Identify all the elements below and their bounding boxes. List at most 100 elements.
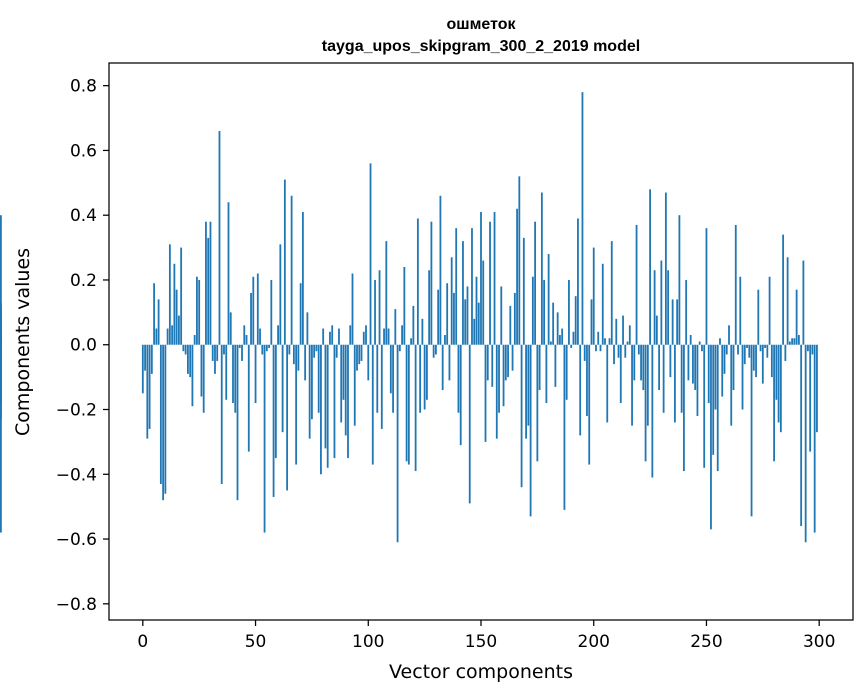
y-axis-ticks: −0.8 −0.6 −0.4 −0.2 0.0 0.2 0.4 0.6 0.8	[56, 77, 109, 615]
bar-298	[813, 344, 816, 533]
bar-69	[297, 344, 300, 371]
bar-256	[719, 338, 721, 345]
bar-24	[196, 276, 198, 345]
bar-231	[662, 344, 665, 413]
bar-76	[313, 344, 316, 358]
bar-292	[800, 344, 803, 527]
bar-296	[809, 344, 812, 452]
bar-161	[504, 344, 507, 381]
bar-284	[782, 234, 785, 345]
bar-131	[437, 289, 440, 345]
bar-7	[157, 299, 160, 345]
bar-96	[358, 344, 361, 365]
bar-189	[568, 279, 570, 345]
bar-190	[570, 344, 573, 348]
bar-195	[581, 92, 584, 345]
bar-183	[554, 344, 557, 387]
bar-58	[272, 344, 275, 497]
bar-60	[277, 325, 279, 345]
bar-78	[317, 344, 320, 413]
bar-196	[583, 344, 586, 361]
bar-118	[407, 344, 410, 465]
bar-12	[168, 244, 171, 345]
bar-142	[462, 241, 464, 345]
bar-66	[290, 195, 293, 345]
bar-151	[482, 260, 485, 345]
bar-176	[538, 344, 541, 391]
bar-153	[486, 344, 489, 381]
bar-16	[177, 315, 180, 345]
y-tick-label: 0.8	[70, 77, 97, 97]
bar-105	[378, 270, 381, 345]
bar-293	[802, 260, 805, 345]
bar-164	[511, 344, 514, 371]
bar-103	[374, 279, 376, 345]
bar-237	[676, 299, 679, 345]
y-axis-label: Components values	[12, 248, 34, 436]
y-tick-label: −0.2	[56, 401, 97, 421]
bar-124	[421, 318, 424, 345]
bar-244	[692, 344, 694, 384]
bar-182	[552, 302, 555, 345]
bar-242	[687, 344, 690, 381]
bar-82	[326, 344, 329, 468]
bar-59	[274, 344, 277, 459]
bar-178	[543, 279, 546, 345]
bar-169	[522, 237, 525, 345]
bar-110	[389, 344, 392, 394]
bar-172	[529, 344, 532, 517]
bar-297	[811, 344, 814, 355]
bar-2	[146, 344, 149, 439]
bar-175	[536, 344, 539, 462]
bar-194	[579, 344, 582, 436]
bar-83	[329, 331, 331, 345]
bar-283	[779, 344, 782, 433]
bar-186	[561, 328, 564, 345]
bar-263	[734, 224, 737, 345]
bar-147	[473, 318, 476, 345]
bar-251	[707, 344, 710, 404]
bar-35	[220, 344, 223, 484]
bar-223	[644, 344, 647, 462]
bar-150	[480, 211, 482, 345]
bar-41	[234, 344, 237, 413]
bar-68	[295, 344, 298, 465]
bar-39	[229, 312, 232, 345]
bar-undefined	[0, 344, 2, 420]
bar-241	[685, 279, 688, 345]
bar-282	[777, 344, 780, 423]
x-tick-label: 250	[690, 632, 722, 652]
bar-30	[209, 221, 212, 345]
y-tick-label: 0.0	[70, 336, 97, 356]
bar-100	[367, 344, 370, 381]
bar-9	[162, 344, 165, 501]
bar-249	[703, 344, 706, 468]
bar-53	[261, 344, 264, 355]
bar-211	[617, 344, 620, 358]
bar-170	[525, 344, 527, 439]
bar-44	[241, 344, 243, 361]
bar-206	[606, 344, 609, 423]
plot-frame	[108, 62, 854, 621]
bar-177	[540, 192, 543, 345]
bar-148	[475, 276, 478, 345]
bar-208	[610, 241, 613, 345]
bar-33	[216, 344, 219, 361]
bar-236	[673, 344, 676, 423]
bar-36	[223, 344, 225, 355]
bar-0	[141, 344, 144, 394]
bar-269	[748, 344, 751, 358]
bar-135	[446, 283, 449, 345]
bars	[0, 92, 818, 543]
bar-267	[743, 344, 746, 365]
x-axis-label: Vector components	[389, 661, 573, 683]
bar-219	[635, 224, 638, 345]
bar-233	[667, 270, 670, 345]
bar-160	[502, 344, 505, 407]
bar-165	[513, 292, 516, 345]
bar-88	[340, 344, 343, 423]
bar-157	[495, 344, 498, 439]
bar-254	[714, 344, 717, 410]
bar-49	[252, 276, 255, 345]
bar-57	[270, 279, 273, 345]
